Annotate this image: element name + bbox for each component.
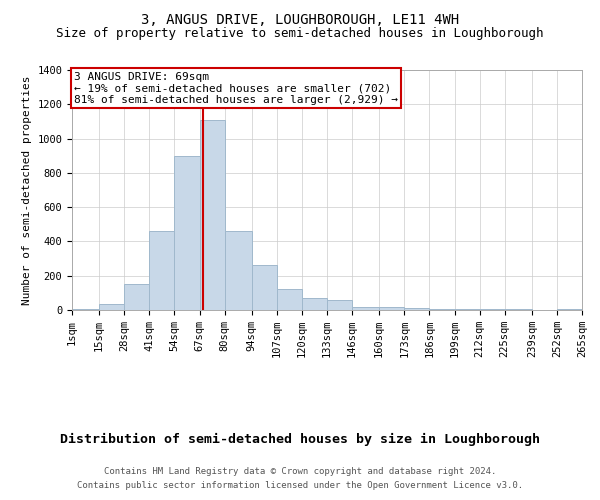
Y-axis label: Number of semi-detached properties: Number of semi-detached properties [22, 75, 32, 304]
Bar [199, 120, 224, 310]
Bar [404, 308, 430, 310]
Text: Distribution of semi-detached houses by size in Loughborough: Distribution of semi-detached houses by … [60, 432, 540, 446]
Bar [557, 309, 582, 310]
Bar [72, 309, 99, 310]
Bar [430, 309, 455, 310]
Bar [224, 231, 251, 310]
Bar [379, 308, 404, 310]
Bar [124, 284, 149, 310]
Bar [327, 300, 352, 310]
Text: Size of property relative to semi-detached houses in Loughborough: Size of property relative to semi-detach… [56, 28, 544, 40]
Bar [352, 306, 379, 310]
Text: 3 ANGUS DRIVE: 69sqm
← 19% of semi-detached houses are smaller (702)
81% of semi: 3 ANGUS DRIVE: 69sqm ← 19% of semi-detac… [74, 72, 398, 105]
Bar [277, 290, 302, 310]
Text: 3, ANGUS DRIVE, LOUGHBOROUGH, LE11 4WH: 3, ANGUS DRIVE, LOUGHBOROUGH, LE11 4WH [141, 12, 459, 26]
Text: Contains HM Land Registry data © Crown copyright and database right 2024.: Contains HM Land Registry data © Crown c… [104, 468, 496, 476]
Bar [251, 266, 277, 310]
Bar [99, 304, 124, 310]
Bar [302, 298, 327, 310]
Bar [149, 231, 175, 310]
Bar [175, 156, 199, 310]
Text: Contains public sector information licensed under the Open Government Licence v3: Contains public sector information licen… [77, 481, 523, 490]
Bar [455, 309, 479, 310]
